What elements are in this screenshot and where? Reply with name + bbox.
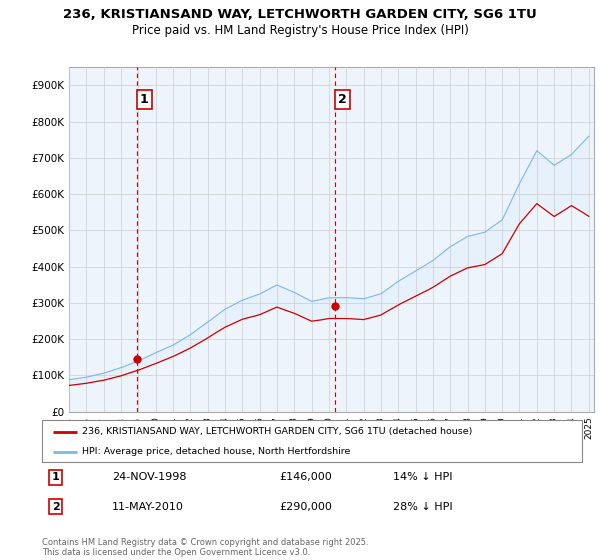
FancyBboxPatch shape bbox=[42, 420, 582, 462]
Text: 236, KRISTIANSAND WAY, LETCHWORTH GARDEN CITY, SG6 1TU (detached house): 236, KRISTIANSAND WAY, LETCHWORTH GARDEN… bbox=[83, 427, 473, 436]
Text: Price paid vs. HM Land Registry's House Price Index (HPI): Price paid vs. HM Land Registry's House … bbox=[131, 24, 469, 36]
Text: £146,000: £146,000 bbox=[280, 472, 332, 482]
Text: HPI: Average price, detached house, North Hertfordshire: HPI: Average price, detached house, Nort… bbox=[83, 447, 351, 456]
Text: 28% ↓ HPI: 28% ↓ HPI bbox=[393, 502, 452, 512]
Text: Contains HM Land Registry data © Crown copyright and database right 2025.
This d: Contains HM Land Registry data © Crown c… bbox=[42, 538, 368, 557]
Text: 2: 2 bbox=[338, 94, 347, 106]
Text: 14% ↓ HPI: 14% ↓ HPI bbox=[393, 472, 452, 482]
Text: 1: 1 bbox=[52, 472, 59, 482]
Text: £290,000: £290,000 bbox=[280, 502, 332, 512]
Text: 236, KRISTIANSAND WAY, LETCHWORTH GARDEN CITY, SG6 1TU: 236, KRISTIANSAND WAY, LETCHWORTH GARDEN… bbox=[63, 8, 537, 21]
Text: 1: 1 bbox=[140, 94, 149, 106]
Text: 24-NOV-1998: 24-NOV-1998 bbox=[112, 472, 187, 482]
Text: 2: 2 bbox=[52, 502, 59, 512]
Text: 11-MAY-2010: 11-MAY-2010 bbox=[112, 502, 184, 512]
